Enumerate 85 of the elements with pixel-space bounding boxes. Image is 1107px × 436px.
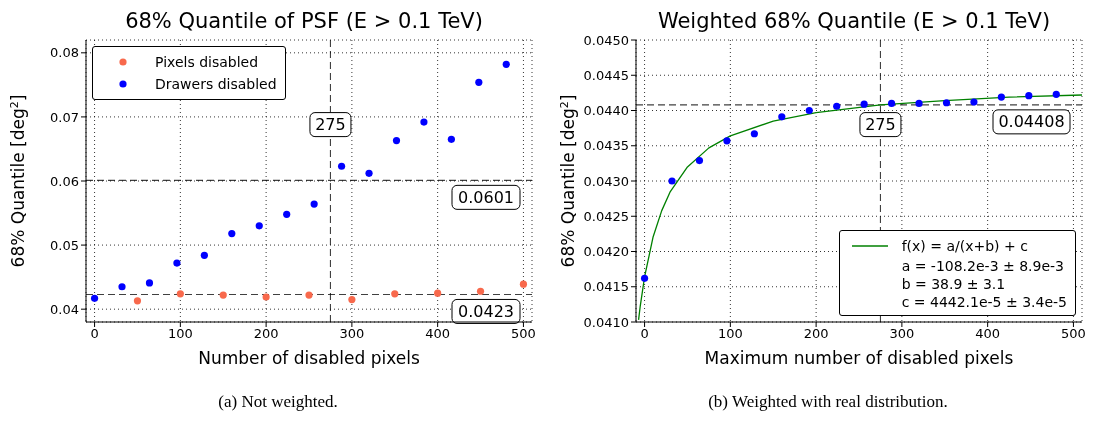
x-tick-label: 300 — [889, 326, 915, 342]
point — [176, 290, 184, 298]
legend-label: f(x) = a/(x+b) + c — [901, 238, 1028, 254]
point — [723, 137, 731, 145]
y-tick-label: 0.0440 — [583, 103, 629, 119]
text: (b) Weighted with real distribution. — [707, 392, 949, 412]
point — [118, 283, 126, 291]
point — [283, 210, 291, 218]
point — [447, 135, 455, 143]
point — [833, 102, 841, 110]
point — [887, 99, 896, 108]
point — [228, 229, 236, 238]
y-tick-label: 0.0420 — [583, 244, 629, 260]
y-tick-label: 0.05 — [50, 237, 79, 253]
x-tick-label: 400 — [425, 326, 451, 342]
point — [200, 251, 208, 259]
point — [133, 297, 142, 305]
x-axis-title: Maximum number of disabled pixels — [704, 348, 1014, 368]
point — [219, 291, 227, 299]
annotation: b = 38.9 ± 3.1 — [900, 275, 1007, 293]
chart-title: Weighted 68% Quantile (E > 0.1 TeV) — [656, 8, 1052, 34]
x-tick-label: 500 — [511, 326, 536, 342]
point — [305, 291, 313, 299]
x-tick-label: 0 — [90, 326, 99, 342]
point — [262, 293, 270, 301]
point — [391, 290, 399, 298]
x-axis-title: Number of disabled pixels — [198, 348, 420, 368]
point — [310, 200, 318, 208]
point — [502, 60, 510, 68]
point — [475, 78, 483, 86]
legend-label: Drawers disabled — [155, 76, 277, 92]
y-tick-label: 0.07 — [50, 109, 79, 125]
y-tick-label: 0.06 — [50, 173, 79, 189]
point — [668, 177, 676, 185]
point — [942, 99, 951, 107]
x-tick-label: 200 — [803, 326, 829, 342]
point — [778, 113, 786, 121]
ref-line-label: 275 — [315, 115, 346, 135]
ref-line-label: 0.0601 — [458, 187, 514, 207]
point — [1052, 90, 1060, 98]
point — [255, 222, 263, 230]
point — [434, 289, 442, 297]
x-tick-label: 400 — [975, 326, 1001, 342]
x-tick-label: 500 — [1061, 326, 1086, 342]
point — [420, 118, 428, 126]
y-tick-label: 0.0415 — [583, 279, 629, 295]
y-tick-label: 0.0435 — [583, 138, 629, 154]
x-tick-label: 300 — [339, 326, 365, 342]
y-tick-label: 0.0450 — [583, 32, 629, 48]
point — [173, 259, 181, 267]
annotation: a = -108.2e-3 ± 8.9e-3 — [900, 257, 1066, 275]
point — [519, 280, 528, 288]
y-tick-label: 0.0410 — [583, 314, 629, 330]
point — [365, 169, 373, 177]
point — [337, 162, 346, 170]
y-tick-label: 0.04 — [50, 301, 79, 317]
point — [1025, 92, 1033, 100]
point — [145, 279, 154, 287]
y-tick-label: 0.08 — [50, 45, 79, 61]
point — [392, 137, 401, 145]
text: (a) Not weighted. — [217, 392, 339, 412]
chart-title: 68% Quantile of PSF (E > 0.1 TeV) — [124, 8, 484, 34]
point — [805, 106, 813, 115]
point — [860, 100, 868, 108]
point — [640, 274, 649, 282]
x-tick-label: 200 — [253, 326, 279, 342]
ref-line-label: 275 — [865, 115, 896, 135]
x-tick-label: 100 — [717, 326, 743, 342]
point — [348, 295, 356, 304]
point — [970, 98, 978, 106]
ref-line-label: 0.04408 — [998, 112, 1065, 132]
x-tick-label: 100 — [167, 326, 193, 342]
annotation: c = 4442.1e-5 ± 3.4e-5 — [900, 293, 1067, 311]
point — [476, 287, 485, 295]
point — [997, 93, 1005, 101]
legend-label: Pixels disabled — [155, 54, 259, 70]
y-tick-label: 0.0430 — [583, 173, 629, 189]
y-tick-label: 0.0425 — [583, 208, 629, 224]
point — [695, 156, 704, 165]
point — [915, 99, 923, 108]
point — [750, 130, 758, 138]
ref-line-label: 0.0423 — [458, 301, 514, 321]
y-tick-label: 0.0445 — [583, 67, 629, 83]
point — [90, 294, 99, 302]
x-tick-label: 0 — [640, 326, 649, 342]
